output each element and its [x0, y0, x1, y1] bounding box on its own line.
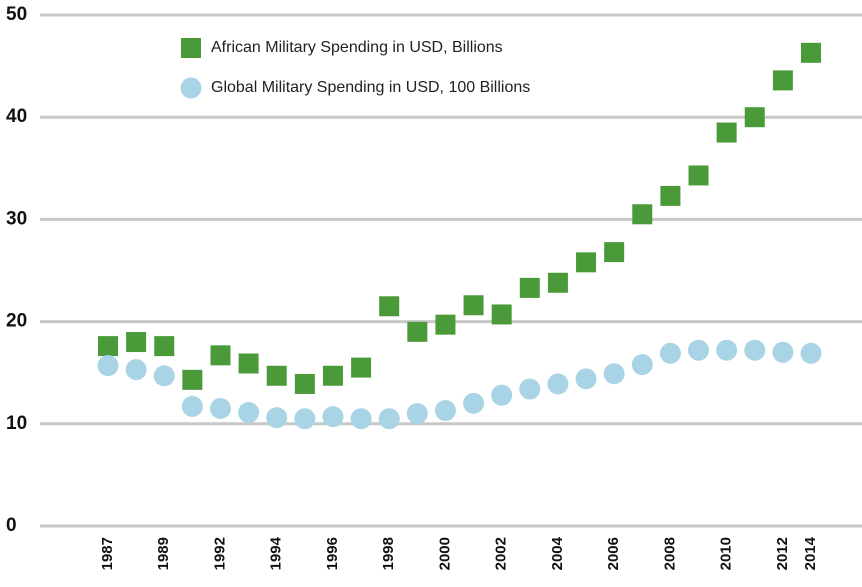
tick-bg [0, 3, 40, 27]
x-tick-label: 1996 [324, 537, 341, 570]
y-tick-label: 20 [6, 311, 27, 332]
marker [154, 336, 175, 357]
marker [547, 272, 568, 293]
marker [350, 408, 372, 430]
marker [716, 122, 737, 143]
legend-swatch [181, 38, 201, 58]
marker [238, 353, 259, 374]
marker [294, 408, 316, 430]
y-tick-label: 50 [6, 4, 27, 25]
marker [351, 357, 372, 378]
x-tick-label: 1987 [99, 537, 116, 570]
x-tick-label: 2008 [661, 537, 678, 570]
marker [238, 402, 260, 424]
x-tick-label: 2000 [436, 537, 453, 570]
marker [660, 185, 681, 206]
marker [659, 342, 681, 364]
tick-bg [0, 309, 40, 334]
tick-bg [0, 207, 40, 232]
marker [294, 373, 315, 394]
marker [800, 342, 822, 364]
marker [463, 295, 484, 316]
legend-label: Global Military Spending in USD, 100 Bil… [211, 79, 530, 96]
legend-swatch [180, 77, 202, 99]
x-tick-label: 1992 [211, 537, 228, 570]
marker [632, 204, 653, 225]
marker [547, 373, 569, 395]
x-tick-label: 1994 [268, 536, 285, 570]
x-tick-label: 1989 [155, 537, 172, 570]
marker [688, 165, 709, 186]
tick-bg [0, 411, 40, 436]
marker [181, 395, 203, 417]
marker [266, 365, 287, 386]
marker [378, 408, 400, 430]
marker [772, 341, 794, 363]
marker [98, 336, 118, 357]
x-tick-label: 2014 [802, 536, 819, 570]
tick-bg [0, 514, 40, 538]
marker [688, 339, 710, 361]
marker [182, 369, 203, 390]
marker [772, 70, 793, 91]
x-tick-label: 2010 [718, 537, 735, 570]
x-tick-label: 2012 [774, 537, 791, 570]
marker [126, 332, 147, 353]
marker [435, 314, 456, 335]
marker [97, 355, 119, 377]
marker [379, 296, 400, 317]
x-tick-label: 1998 [380, 537, 397, 570]
y-tick-label: 40 [6, 106, 27, 127]
marker [491, 304, 512, 325]
marker [604, 242, 625, 263]
marker [266, 407, 288, 429]
marker [406, 403, 428, 425]
y-tick-label: 0 [6, 515, 17, 536]
y-tick-label: 30 [6, 208, 27, 229]
marker [322, 365, 343, 386]
marker [463, 392, 485, 414]
marker [519, 378, 541, 400]
marker [744, 107, 765, 128]
marker [519, 277, 540, 298]
marker [631, 354, 653, 376]
tick-bg [0, 105, 40, 130]
marker [744, 339, 766, 361]
marker [209, 397, 231, 419]
marker [575, 368, 597, 390]
marker [210, 345, 231, 366]
marker [603, 363, 625, 385]
marker [153, 365, 175, 387]
x-tick-label: 2006 [605, 537, 622, 570]
marker [322, 406, 344, 428]
marker [125, 359, 147, 381]
y-tick-label: 10 [6, 413, 27, 434]
marker [716, 339, 738, 361]
marker [801, 42, 821, 63]
legend-label: African Military Spending in USD, Billio… [211, 39, 503, 56]
x-tick-label: 2004 [549, 536, 566, 570]
marker [434, 400, 456, 422]
marker [491, 384, 513, 406]
x-tick-label: 2002 [493, 537, 510, 570]
marker [407, 321, 428, 342]
marker [576, 252, 597, 273]
